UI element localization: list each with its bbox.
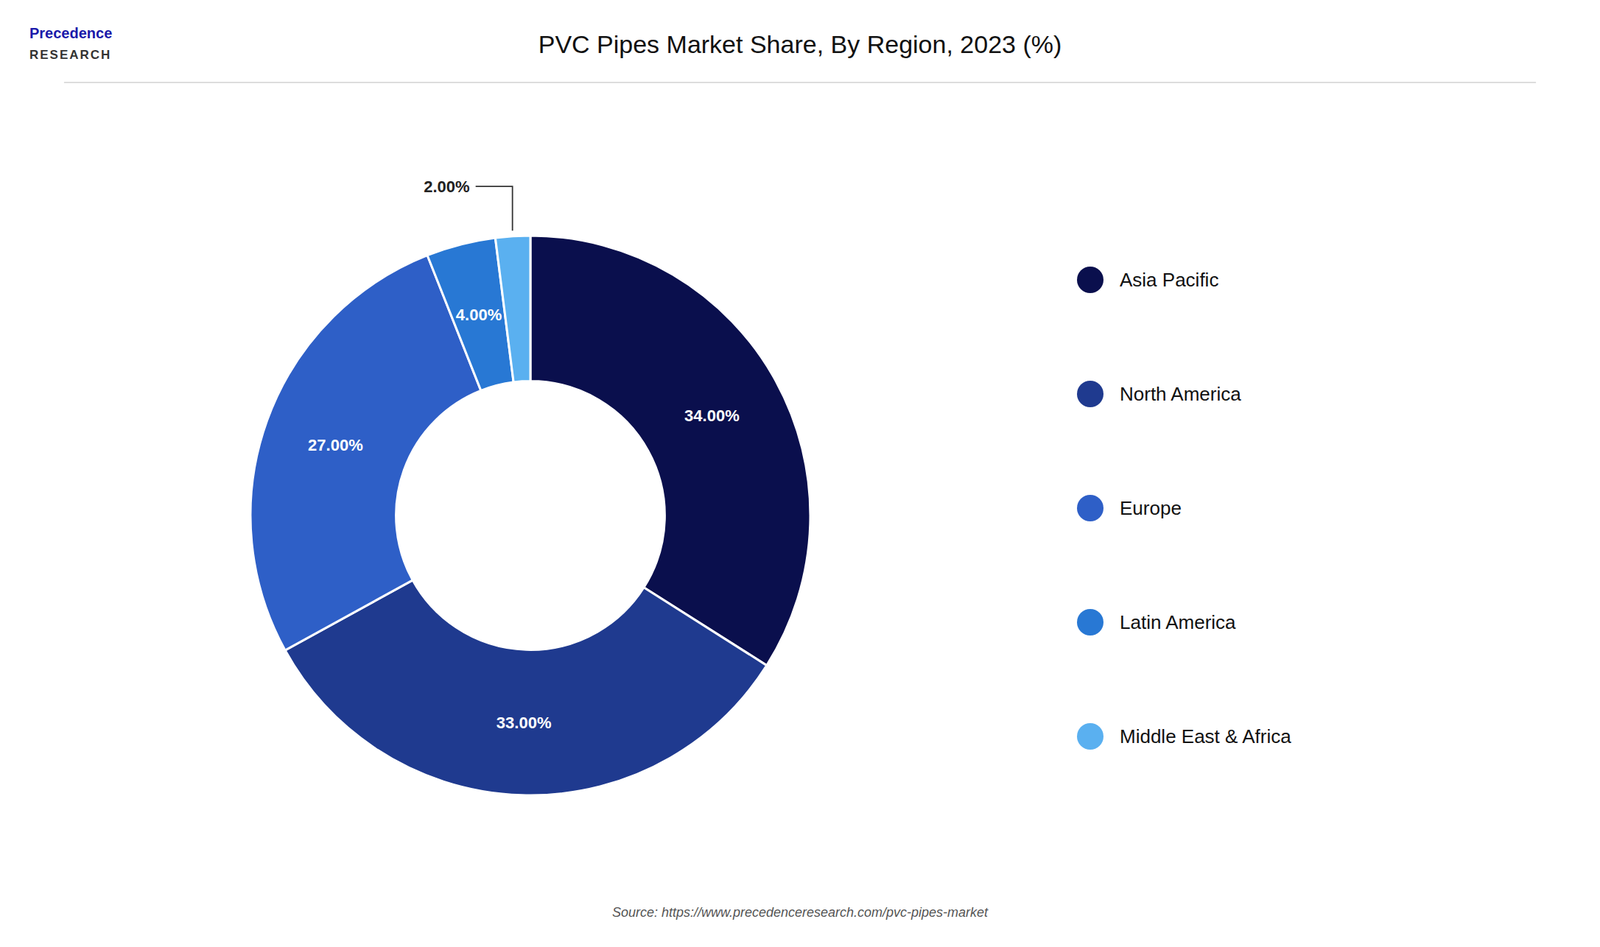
data-label: 33.00%: [496, 713, 552, 733]
legend-swatch: [1076, 723, 1104, 750]
logo-subtext: RESEARCH: [29, 47, 112, 62]
legend-label: Latin America: [1119, 611, 1237, 634]
legend: Asia Pacific North America Europe Latin Ame…: [1076, 266, 1292, 750]
legend-swatch: [1076, 266, 1104, 294]
chart: Precedence RESEARCH PVC Pipes Market Share…: [0, 0, 1600, 947]
legend-swatch: [1076, 380, 1104, 408]
data-label: 34.00%: [684, 406, 740, 426]
legend-label: Europe: [1119, 497, 1182, 520]
legend-swatch: [1076, 609, 1104, 636]
source-text: Source: https://www.precedenceresearch.c…: [612, 905, 989, 921]
slice: [250, 255, 482, 651]
logo-text: Precedence: [29, 25, 112, 42]
legend-label: Asia Pacific: [1119, 268, 1219, 291]
data-label: 4.00%: [455, 305, 502, 325]
slice: [285, 580, 767, 796]
legend-swatch: [1076, 495, 1104, 522]
title: PVC Pipes Market Share, By Region, 2023 …: [538, 30, 1063, 59]
legend-label: North America: [1119, 383, 1242, 406]
slices: [250, 235, 811, 796]
data-label: 2.00%: [423, 177, 470, 196]
data-label: 27.00%: [307, 436, 364, 455]
background: [0, 0, 1600, 947]
data-labels: 34.00% 33.00% 27.00% 4.00% 2.00%: [307, 177, 740, 733]
slice: [530, 235, 811, 666]
legend-label: Middle East & Africa: [1119, 725, 1292, 748]
leader-line: [475, 186, 513, 231]
separator: [64, 81, 1536, 83]
